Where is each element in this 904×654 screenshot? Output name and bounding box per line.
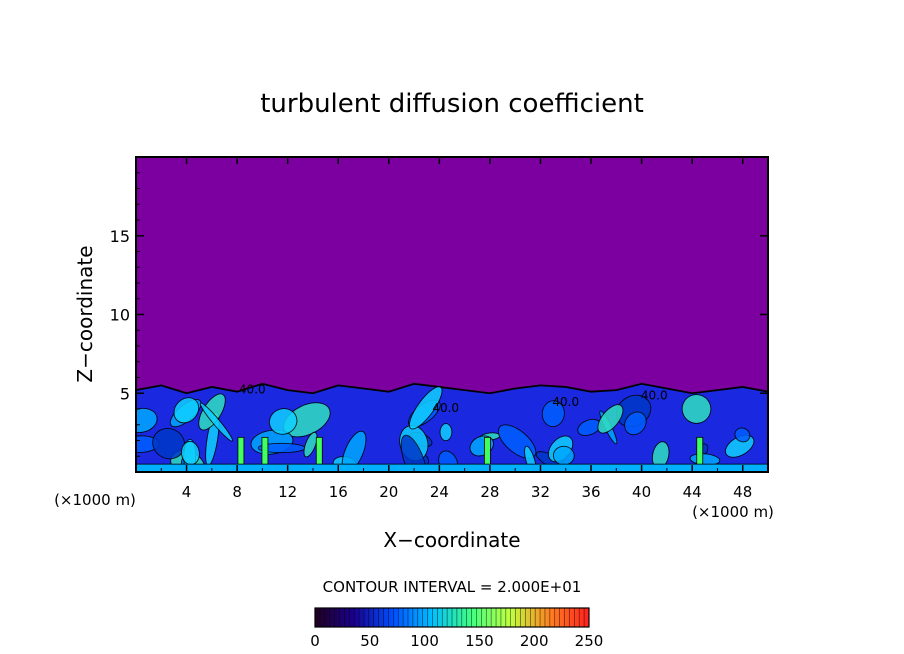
contour-label: 40.0 (239, 382, 266, 396)
y-axis-ticks: 5 10 15 (110, 172, 768, 457)
plume-patch (696, 436, 704, 472)
contour-interval-text: CONTOUR INTERVAL = 2.000E+01 (323, 578, 582, 596)
colorbar-tick-label: 200 (520, 632, 549, 650)
plume-patch (237, 436, 245, 472)
x-tick-label: 48 (733, 483, 752, 501)
eddy-patch (439, 423, 453, 442)
y-tick-label: 10 (110, 306, 130, 325)
x-tick-label: 12 (278, 483, 297, 501)
x-tick-label: 32 (531, 483, 550, 501)
x-unit-right: (×1000 m) (692, 503, 774, 521)
y-tick-label: 15 (110, 227, 130, 246)
x-axis-ticks: 4 8 12 16 20 24 28 32 36 40 44 48 (160, 157, 752, 501)
plume-patch (315, 436, 323, 472)
x-tick-label: 4 (182, 483, 192, 501)
x-tick-label: 8 (232, 483, 242, 501)
surface-band (136, 463, 768, 472)
colorbar-stripes (319, 608, 585, 627)
eddy-patch (734, 427, 751, 443)
colorbar-tick-label: 0 (310, 632, 320, 650)
x-tick-label: 44 (683, 483, 702, 501)
eddy-patch (199, 402, 233, 442)
colorbar-ticks: 0 50 100 150 200 250 (310, 632, 603, 650)
contour-label: 40.0 (552, 395, 579, 409)
colorbar-tick-label: 50 (360, 632, 379, 650)
eddy-patch (341, 430, 367, 472)
colorbar-frame (314, 607, 590, 628)
x-tick-label: 28 (480, 483, 499, 501)
contour-label: 40.0 (432, 401, 459, 415)
plot-area: 40.0 40.0 40.0 40.0 (136, 157, 768, 472)
x-unit-left: (×1000 m) (54, 491, 136, 509)
plume-patch (261, 436, 269, 472)
eddy-patch (173, 397, 200, 424)
eddy-patch (303, 431, 318, 458)
x-tick-label: 36 (581, 483, 600, 501)
eddy-patch (268, 408, 298, 435)
contour-label: 40.0 (641, 389, 668, 403)
eddy-patch (624, 411, 647, 436)
eddy-patch (681, 394, 712, 424)
eddy-patch (597, 404, 624, 434)
chart-title: turbulent diffusion coefficient (260, 89, 644, 119)
eddy-patch (408, 386, 443, 430)
x-tick-label: 24 (430, 483, 449, 501)
x-tick-label: 40 (632, 483, 651, 501)
y-tick-label: 5 (120, 384, 130, 403)
x-axis-label: X−coordinate (383, 528, 520, 552)
y-axis-label: Z−coordinate (73, 245, 97, 382)
turbulent-layer: 40.0 40.0 40.0 40.0 (136, 382, 768, 472)
turbulent-layer-contour (136, 382, 768, 472)
colorbar-tick-label: 100 (410, 632, 439, 650)
eddy-patch (541, 400, 565, 428)
colorbar-tick-label: 150 (465, 632, 494, 650)
colorbar: 0 50 100 150 200 250 (310, 607, 603, 650)
colorbar-tick-label: 250 (575, 632, 604, 650)
x-tick-label: 16 (329, 483, 348, 501)
x-tick-label: 20 (379, 483, 398, 501)
plume-patch (483, 436, 491, 472)
